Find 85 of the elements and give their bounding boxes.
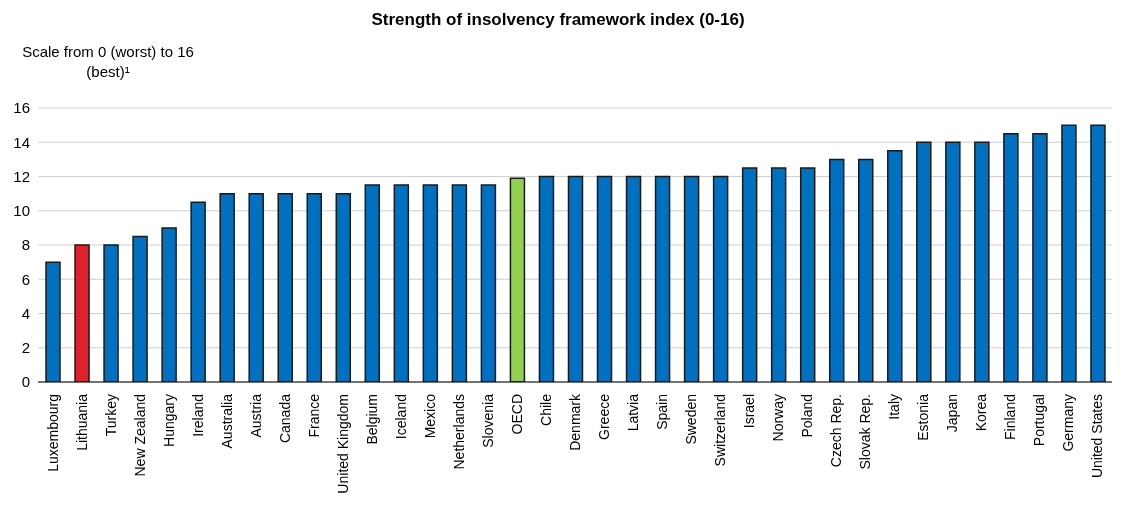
bar	[335, 192, 352, 382]
bar	[509, 177, 526, 382]
x-tick-label: Chile	[537, 393, 554, 426]
bar	[248, 192, 264, 382]
y-tick-label: 16	[13, 99, 30, 117]
x-tick-label: Lithuania	[73, 393, 90, 451]
bar	[422, 184, 439, 382]
bar	[132, 235, 148, 382]
x-tick-label: Latvia	[625, 393, 642, 432]
bar	[828, 158, 845, 382]
bar	[887, 150, 903, 382]
bar	[712, 175, 729, 382]
bar	[1003, 132, 1019, 382]
x-tick-label: Israel	[741, 394, 758, 429]
x-tick-label: Netherlands	[450, 394, 467, 470]
x-tick-label: Switzerland	[712, 394, 729, 467]
y-tick-label: 10	[13, 202, 30, 220]
bar	[277, 192, 293, 382]
x-tick-label: Australia	[218, 393, 235, 449]
y-tick-label: 4	[21, 304, 30, 322]
x-tick-label: Ireland	[189, 394, 206, 437]
bar	[858, 158, 874, 382]
bar	[1090, 124, 1106, 382]
bar	[45, 261, 61, 382]
y-tick-label: 2	[21, 339, 30, 357]
bar	[741, 167, 758, 382]
x-tick-label: Belgium	[363, 394, 380, 445]
x-tick-label: Mexico	[421, 393, 438, 439]
x-tick-label: Portugal	[1031, 394, 1048, 447]
x-tick-label: Iceland	[392, 394, 409, 440]
x-tick-label: Hungary	[160, 394, 177, 447]
bar	[654, 175, 671, 382]
bar	[538, 175, 555, 382]
bar	[306, 192, 322, 382]
x-tick-label: Korea	[973, 393, 990, 432]
bar	[799, 167, 816, 382]
bar	[596, 175, 613, 382]
bar	[916, 141, 932, 382]
x-tick-label: Turkey	[102, 394, 119, 437]
bar	[103, 244, 119, 382]
bar	[625, 175, 642, 382]
y-tick-label: 0	[21, 373, 30, 391]
chart-title: Strength of insolvency framework index (0-16)	[370, 10, 746, 30]
x-tick-label: France	[305, 393, 322, 438]
x-tick-label: OECD	[508, 394, 525, 435]
bar	[567, 175, 584, 382]
bar	[451, 184, 468, 382]
y-axis-title: Scale from 0 (worst) to 16 (best)¹	[21, 42, 195, 82]
bar	[74, 244, 90, 382]
bar	[1032, 132, 1048, 382]
x-tick-label: Slovenia	[479, 393, 496, 448]
x-tick-label: Spain	[654, 394, 671, 430]
x-tick-label: Estonia	[915, 393, 932, 441]
x-tick-label: Finland	[1002, 394, 1019, 440]
bar	[1061, 124, 1077, 382]
y-tick-label: 8	[21, 236, 30, 254]
x-tick-label: Canada	[276, 393, 293, 444]
x-tick-label: Austria	[247, 393, 264, 438]
x-tick-label: Greece	[596, 393, 613, 440]
bar	[364, 184, 381, 382]
y-tick-label: 12	[13, 167, 30, 185]
x-tick-label: United States	[1089, 394, 1106, 479]
bar	[480, 184, 497, 382]
x-tick-label: Italy	[886, 394, 903, 420]
bar	[683, 175, 700, 382]
x-tick-label: Czech Rep.	[828, 394, 845, 468]
x-tick-label: Sweden	[683, 394, 700, 445]
bar	[770, 167, 787, 382]
x-tick-label: United Kingdom	[334, 394, 351, 494]
bar	[219, 192, 235, 382]
x-tick-label: Denmark	[567, 393, 583, 451]
x-tick-label: Norway	[770, 394, 787, 442]
x-tick-label: Japan	[944, 394, 961, 433]
y-tick-label: 6	[21, 270, 30, 288]
bar	[945, 141, 961, 382]
y-tick-label: 14	[13, 133, 30, 151]
x-tick-label: Germany	[1060, 394, 1077, 452]
bar	[190, 201, 206, 382]
bar	[393, 184, 410, 382]
x-tick-label: Slovak Rep.	[857, 394, 874, 470]
x-tick-label: New Zealand	[131, 394, 148, 477]
x-tick-label: Luxembourg	[44, 394, 61, 472]
bar	[974, 141, 990, 382]
x-tick-label: Poland	[799, 394, 816, 438]
bar	[161, 227, 177, 382]
